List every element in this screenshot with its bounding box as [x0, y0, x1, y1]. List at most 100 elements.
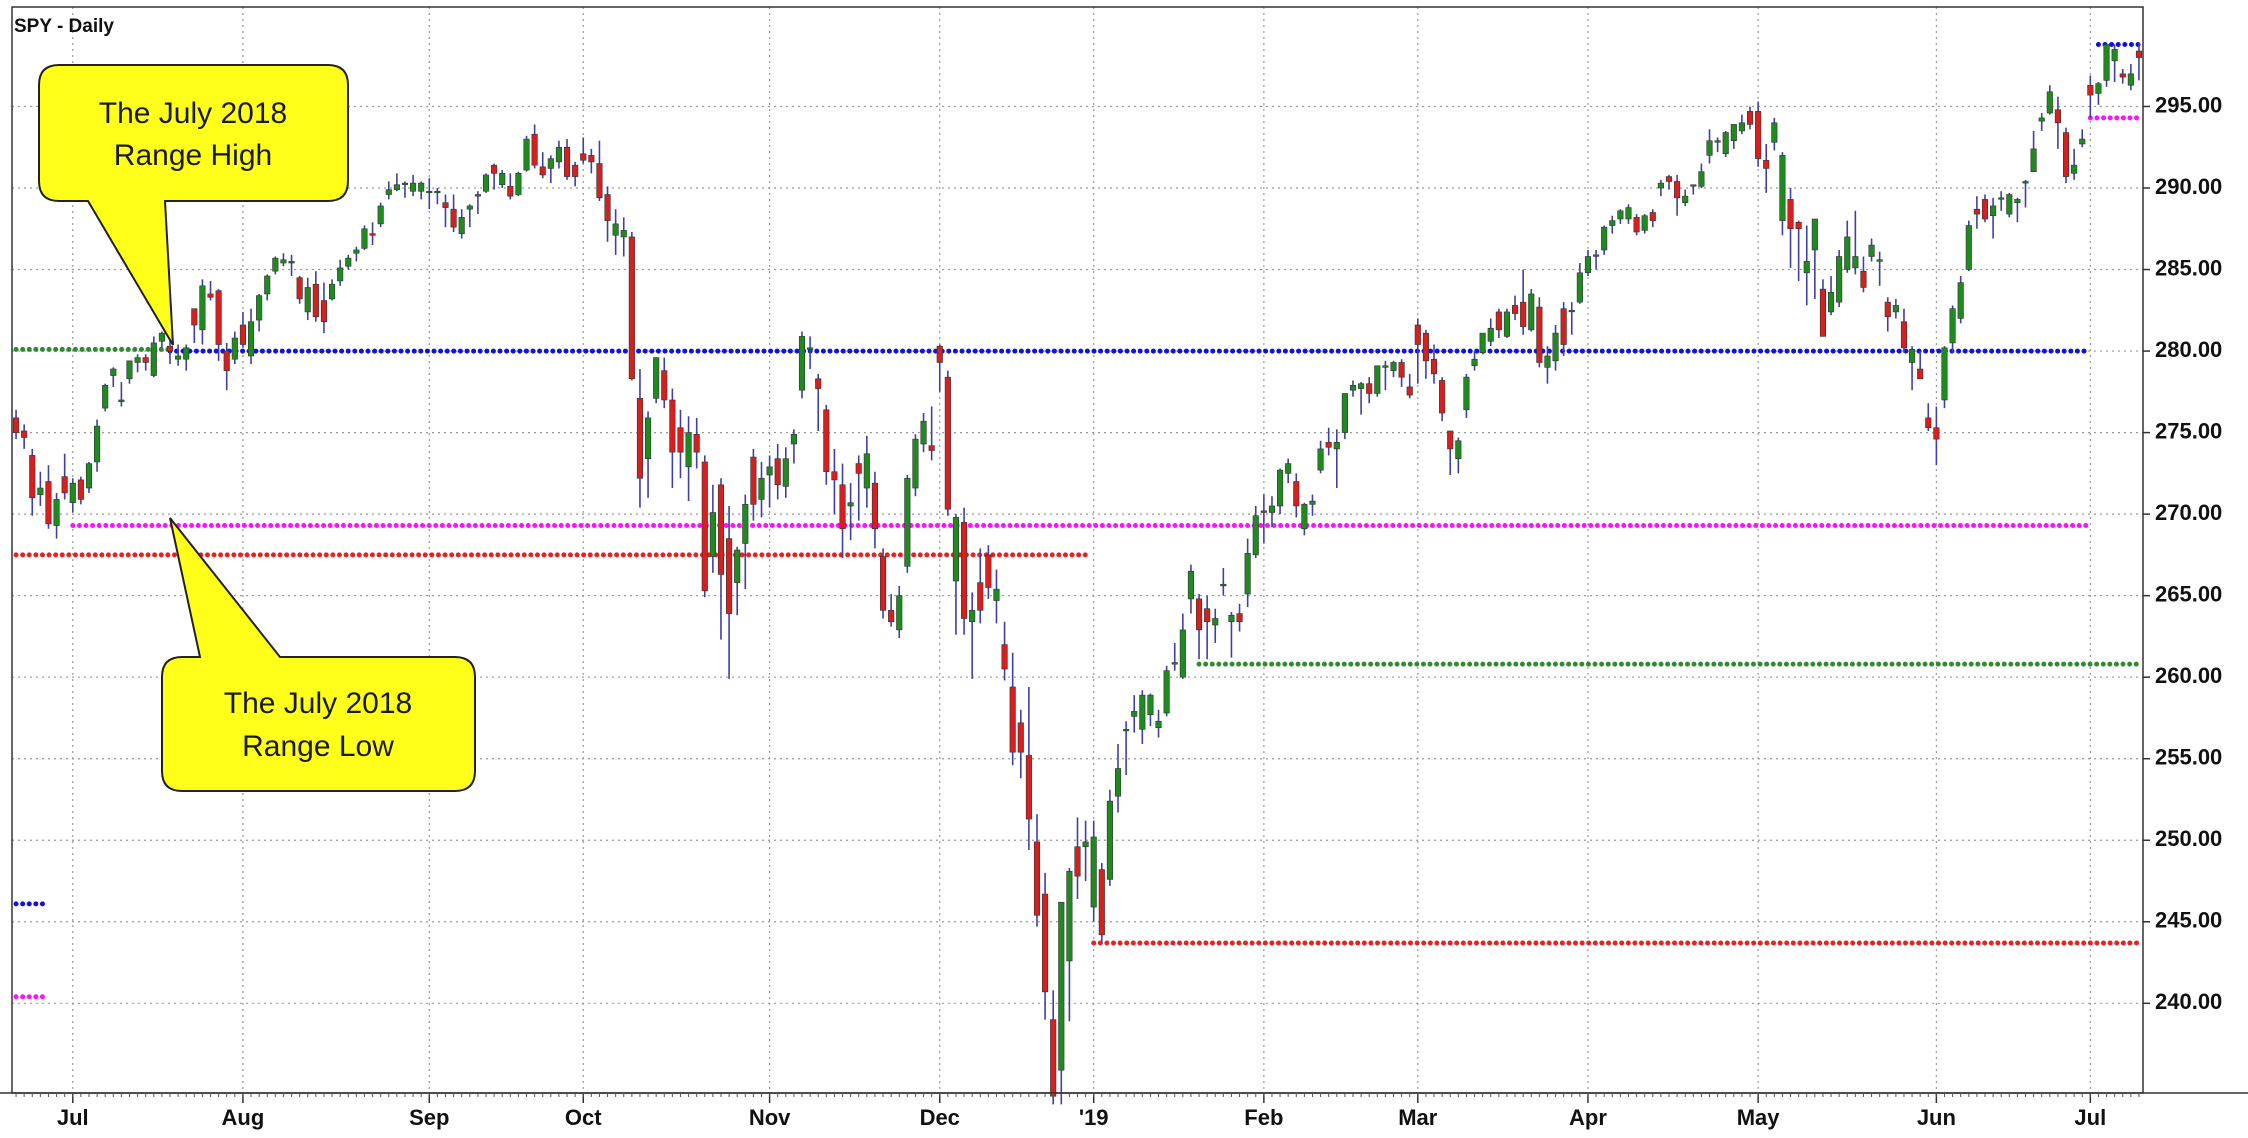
x-tick-label: Aug — [222, 1105, 265, 1130]
callout-low: The July 2018 Range Low — [161, 517, 476, 792]
candle-body — [474, 194, 481, 197]
candle-body — [904, 477, 911, 567]
candle-body — [977, 582, 984, 611]
candle-body — [1819, 288, 1826, 337]
candle-body — [1706, 140, 1713, 156]
candle-body — [337, 267, 344, 282]
candle-body — [385, 189, 392, 195]
candle-body — [1463, 376, 1470, 411]
candle-body — [1317, 448, 1324, 471]
candle-body — [782, 458, 789, 487]
candle-body — [401, 182, 409, 185]
candle-body — [604, 194, 611, 221]
candle-body — [1584, 256, 1592, 274]
candle-body — [807, 347, 814, 350]
candle-body — [1268, 505, 1276, 513]
candle-body — [1755, 111, 1762, 159]
candle-body — [2006, 194, 2013, 215]
candle-body — [369, 233, 376, 236]
candle-body — [1382, 365, 1389, 368]
candle-body — [685, 432, 692, 468]
candle-body — [588, 155, 595, 163]
candle-body — [2014, 199, 2021, 203]
candle-body — [547, 158, 554, 169]
candle-body — [620, 230, 627, 238]
candle-body — [2062, 132, 2070, 177]
candle-body — [1714, 140, 1721, 143]
candle-body — [507, 186, 514, 197]
candle-body — [1001, 644, 1008, 670]
candle-body — [2022, 181, 2029, 184]
candle-body — [2119, 73, 2126, 78]
candle-body — [2079, 138, 2086, 145]
candle-body — [693, 433, 700, 453]
candle-body — [231, 337, 238, 360]
candle-body — [1285, 463, 1292, 474]
y-tick-label: 265.00 — [2155, 581, 2222, 606]
candle-body — [1252, 515, 1259, 556]
candle-body — [199, 285, 206, 331]
candle-body — [928, 445, 935, 451]
candle-body — [1536, 306, 1543, 363]
candle-body — [1325, 442, 1332, 448]
candle-body — [1844, 236, 1851, 270]
candle-body — [126, 360, 133, 380]
candle-body — [134, 357, 141, 363]
candle-body — [1495, 311, 1502, 331]
candle-body — [766, 466, 773, 476]
candle-body — [1633, 217, 1640, 233]
candle-body — [531, 133, 538, 166]
candle-body — [855, 463, 862, 474]
candle-body — [2071, 164, 2078, 174]
candle-body — [936, 345, 943, 363]
candle-body — [2103, 44, 2110, 81]
candle-body — [45, 481, 52, 525]
candle-body — [1147, 694, 1154, 715]
candle-body — [750, 456, 757, 505]
candle-body — [961, 521, 968, 619]
candle-body — [345, 257, 352, 267]
candle-body — [1009, 686, 1016, 753]
callout-box — [38, 64, 349, 346]
candle-body — [353, 249, 360, 254]
candle-body — [288, 261, 295, 264]
candle-body — [2054, 109, 2061, 124]
candle-body — [1868, 244, 1875, 257]
candle-body — [1649, 212, 1656, 221]
candle-body — [572, 164, 579, 177]
candle-body — [1941, 347, 1948, 401]
candle-body — [653, 357, 660, 399]
candle-body — [563, 146, 571, 177]
candle-body — [183, 347, 190, 360]
callout-text: The July 2018 — [224, 687, 412, 720]
candle-body — [37, 487, 44, 495]
y-tick-label: 240.00 — [2155, 989, 2222, 1014]
candle-body — [2135, 50, 2143, 58]
x-tick-label: Mar — [1398, 1105, 1438, 1130]
candle-body — [393, 184, 400, 190]
candle-body — [1827, 292, 1835, 313]
candle-body — [1293, 481, 1300, 507]
candle-body — [669, 399, 676, 453]
candle-body — [879, 556, 887, 611]
candle-body — [2095, 83, 2102, 94]
candle-body — [831, 471, 838, 481]
candle-body — [1179, 629, 1186, 678]
candle-body — [272, 257, 279, 272]
candle-body — [952, 517, 960, 582]
candle-body — [677, 427, 684, 453]
candle-body — [1657, 182, 1664, 189]
candle-body — [1763, 159, 1770, 169]
candle-body — [1212, 618, 1219, 626]
candle-body — [1163, 670, 1170, 714]
candle-body — [798, 336, 806, 391]
candle-body — [118, 399, 125, 402]
candle-body — [1617, 210, 1624, 220]
candle-body — [1746, 111, 1754, 125]
candle-body — [1301, 504, 1308, 530]
candle-body — [1390, 362, 1397, 371]
x-tick-label: Jun — [1917, 1105, 1956, 1130]
candle-body — [1244, 552, 1251, 595]
x-tick-label: Dec — [920, 1105, 960, 1130]
